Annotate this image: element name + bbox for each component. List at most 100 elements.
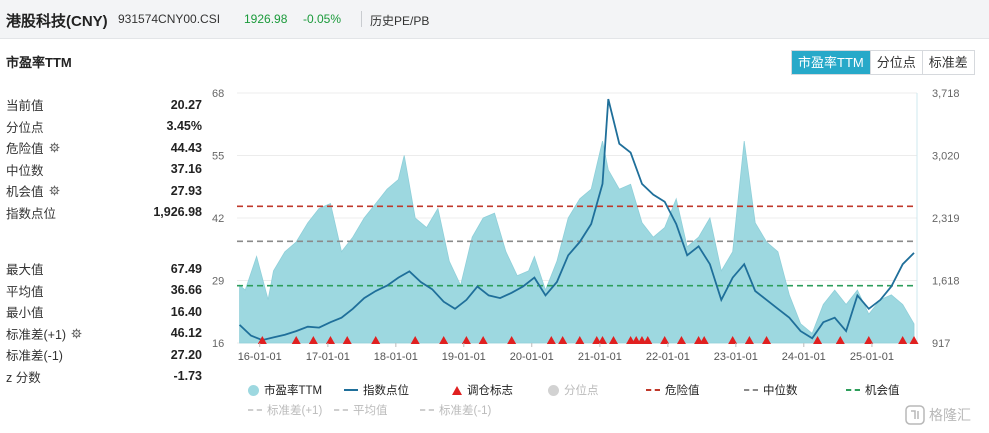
x-tick-label: 20-01-01: [510, 351, 554, 363]
stat-label-text: 机会值: [6, 185, 44, 200]
y-right-tick-label: 3,020: [932, 150, 960, 162]
adjust-marker: [592, 336, 602, 344]
watermark-text: 格隆汇: [929, 408, 971, 424]
dashed-line-icon: [420, 409, 434, 411]
dashed-line-icon: [248, 409, 262, 411]
x-tick-label: 19-01-01: [442, 351, 486, 363]
index-price: 1926.98: [244, 12, 288, 26]
adjust-marker: [257, 336, 267, 344]
index-change: -0.05%: [303, 12, 342, 26]
stat-label: 指数点位: [6, 203, 56, 222]
stat-row: 最小值 16.40: [6, 301, 202, 323]
stat-row: 平均值 36.66: [6, 280, 202, 302]
dashed-line-icon: [646, 389, 660, 391]
adjust-marker: [813, 336, 823, 344]
tab-pe-ttm[interactable]: 市盈率TTM: [792, 51, 870, 74]
adjust-marker: [643, 336, 653, 344]
legend-index[interactable]: 指数点位: [344, 382, 409, 398]
stats-history-group: 最大值 67.49 平均值 36.66 最小值 16.40 标准差(+1) 46.12 标准差(…: [6, 258, 202, 387]
y-right-tick-label: 917: [932, 338, 950, 350]
stat-label: 平均值: [6, 281, 44, 300]
stat-label: 危险值: [6, 138, 60, 157]
x-tick-label: 22-01-01: [646, 351, 690, 363]
adjust-marker: [676, 336, 686, 344]
y-right-tick-label: 2,319: [932, 213, 960, 225]
stat-row: 最大值 67.49: [6, 258, 202, 280]
history-pe-pb-link[interactable]: 历史PE/PB: [370, 14, 430, 28]
stat-label: 标准差(+1): [6, 324, 82, 343]
adjust-marker: [558, 336, 568, 344]
stat-label-text: z 分数: [6, 370, 41, 385]
stat-row: 指数点位 1,926.98: [6, 202, 202, 224]
stat-value: 44.43: [170, 140, 202, 155]
index-name: 港股科技(CNY): [6, 13, 108, 30]
stat-label-text: 危险值: [6, 142, 44, 157]
legend-pe[interactable]: 市盈率TTM: [248, 382, 322, 398]
pe-swatch-icon: [248, 384, 259, 396]
adjust-marker: [439, 336, 449, 344]
adjust-marker: [598, 336, 608, 344]
stat-row: 当前值 20.27: [6, 94, 202, 116]
circle-icon: [548, 384, 559, 396]
dashed-line-icon: [334, 409, 348, 411]
triangle-icon: [452, 385, 462, 395]
gear-icon[interactable]: [71, 328, 82, 339]
stat-label: 分位点: [6, 117, 44, 136]
y-left-tick-label: 42: [212, 213, 224, 225]
legend-median[interactable]: 中位数: [744, 382, 798, 398]
stat-value: 27.20: [170, 347, 202, 362]
metric-tabs: 市盈率TTM 分位点 标准差: [791, 50, 975, 75]
adjust-marker: [507, 336, 517, 344]
y-right-tick-label: 3,718: [932, 88, 960, 100]
tab-std-dev[interactable]: 标准差: [921, 51, 974, 74]
legend-mean[interactable]: 平均值: [334, 402, 388, 418]
y-left-tick-label: 68: [212, 88, 224, 100]
chart-legend: 市盈率TTM 指数点位 调仓标志 分位点 危险值 中位数 机会值 标准差(+1)…: [248, 382, 928, 422]
adjust-marker: [291, 336, 301, 344]
x-tick-label: 17-01-01: [306, 351, 350, 363]
gear-icon[interactable]: [49, 185, 60, 196]
adjust-marker: [660, 336, 670, 344]
x-tick-label: 25-01-01: [850, 351, 894, 363]
x-tick-label: 24-01-01: [782, 351, 826, 363]
stat-label: z 分数: [6, 367, 41, 386]
legend-std-minus[interactable]: 标准差(-1): [420, 402, 491, 418]
adjust-marker: [371, 336, 381, 344]
panel-title: 市盈率TTM: [6, 55, 72, 70]
stat-label-text: 分位点: [6, 120, 44, 135]
y-left-tick-label: 55: [212, 151, 224, 163]
adjust-marker: [410, 336, 420, 344]
stat-row: 机会值 27.93: [6, 180, 202, 202]
stat-row: 分位点 3.45%: [6, 116, 202, 138]
x-tick-label: 16-01-01: [238, 351, 282, 363]
stat-row: 标准差(+1) 46.12: [6, 323, 202, 345]
legend-danger[interactable]: 危险值: [646, 382, 700, 398]
legend-adjust[interactable]: 调仓标志: [452, 382, 513, 398]
index-code: 931574CNY00.CSI: [118, 12, 221, 26]
header-divider: [361, 11, 362, 27]
stat-label-text: 平均值: [6, 284, 44, 299]
stat-row: 危险值 44.43: [6, 137, 202, 159]
stat-label: 最小值: [6, 302, 44, 321]
adjust-marker: [637, 336, 647, 344]
stat-label-text: 指数点位: [6, 206, 57, 221]
legend-percentile[interactable]: 分位点: [548, 382, 599, 398]
stat-label: 中位数: [6, 160, 44, 179]
stats-current-group: 当前值 20.27 分位点 3.45% 危险值 44.43 中位数 37.16 机会值 27.93…: [6, 94, 202, 223]
adjust-marker: [461, 336, 471, 344]
stat-value: 3.45%: [166, 119, 202, 134]
adjust-marker: [728, 336, 738, 344]
adjust-marker: [325, 336, 335, 344]
header-bar: 港股科技(CNY) 931574CNY00.CSI 1926.98 -0.05%…: [0, 0, 989, 39]
stat-value: 1,926.98: [153, 205, 202, 220]
stat-row: 标准差(-1) 27.20: [6, 344, 202, 366]
adjust-marker: [762, 336, 772, 344]
gear-icon[interactable]: [49, 142, 60, 153]
x-tick-label: 18-01-01: [374, 351, 418, 363]
legend-opportunity[interactable]: 机会值: [846, 382, 900, 398]
stat-label-text: 最小值: [6, 306, 44, 321]
legend-std-plus[interactable]: 标准差(+1): [248, 402, 322, 418]
y-left-tick-label: 29: [212, 276, 224, 288]
y-right-tick-label: 1,618: [932, 275, 960, 287]
tab-percentile[interactable]: 分位点: [869, 51, 922, 74]
